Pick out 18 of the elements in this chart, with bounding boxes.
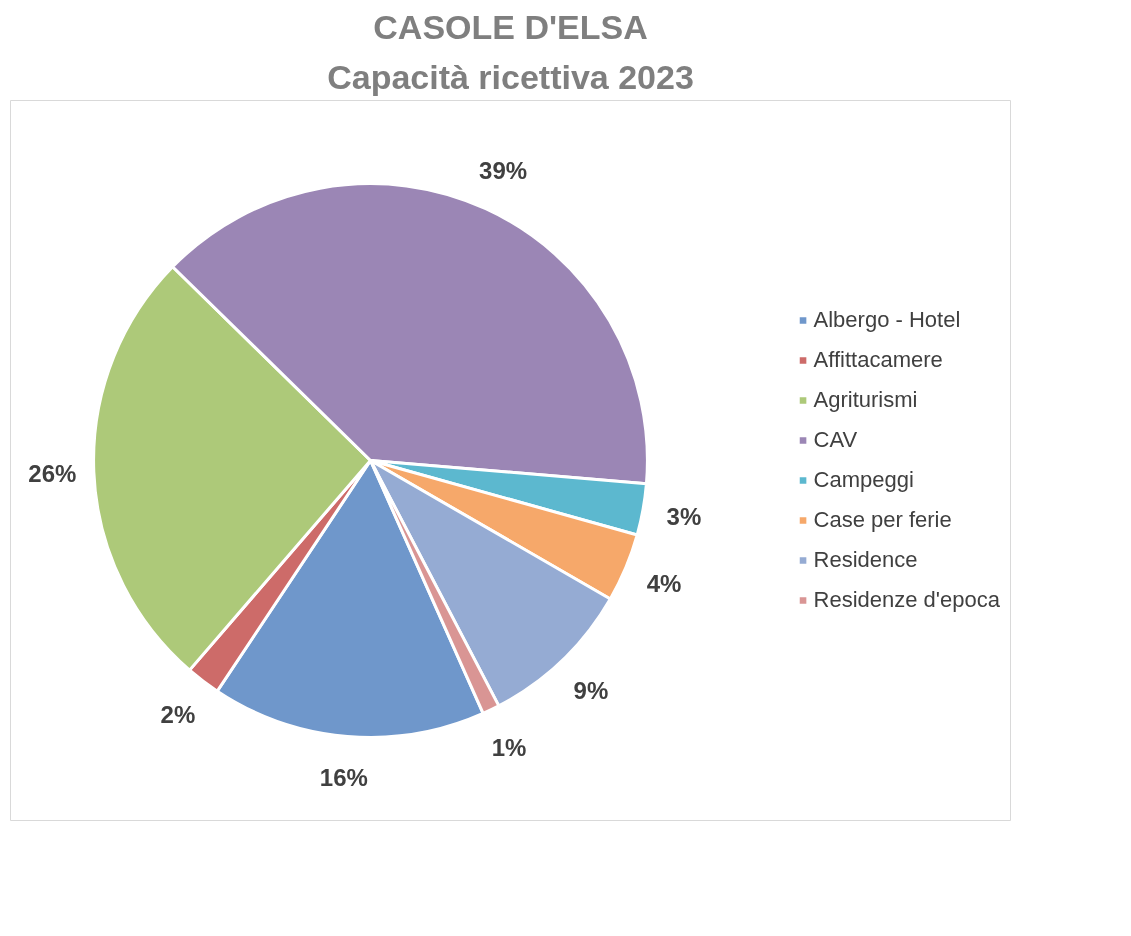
- legend-label: Agriturismi: [813, 387, 918, 413]
- data-label: 2%: [160, 700, 196, 728]
- chart-subtitle: Capacità ricettiva 2023: [327, 57, 694, 96]
- chart-title: CASOLE D'ELSA: [373, 7, 648, 46]
- legend-label: Affittacamere: [813, 347, 943, 373]
- data-label: 26%: [28, 460, 77, 488]
- legend-label: CAV: [813, 427, 858, 453]
- data-label: 3%: [666, 503, 702, 531]
- legend-label: Case per ferie: [813, 507, 952, 533]
- data-label: 16%: [319, 764, 368, 792]
- data-label: 9%: [573, 676, 609, 704]
- legend-label: Residence: [813, 547, 918, 573]
- legend-label: Albergo - Hotel: [813, 307, 961, 333]
- data-label: 4%: [646, 570, 682, 598]
- data-label: 1%: [491, 733, 527, 761]
- legend-label: Campeggi: [813, 467, 914, 493]
- legend-label: Residenze d'epoca: [813, 587, 1000, 613]
- data-label: 39%: [479, 157, 528, 185]
